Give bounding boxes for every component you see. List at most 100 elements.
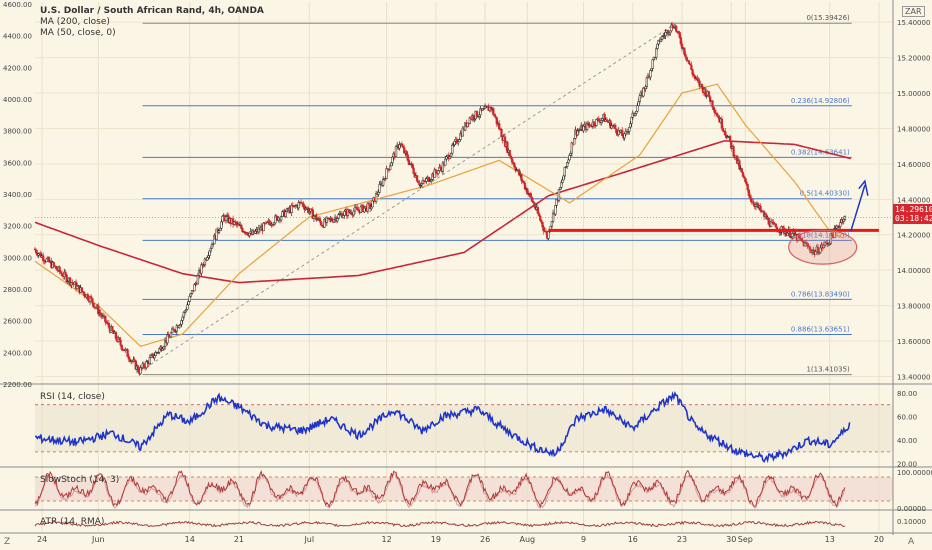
candle-body (83, 292, 86, 296)
candle-body (540, 219, 543, 223)
candle-body (437, 170, 440, 175)
fib-level-label: 0(15.39426) (806, 14, 850, 22)
candle-body (744, 177, 747, 183)
candle-body (557, 189, 561, 201)
candle-body (158, 348, 161, 353)
auto-scale-icon[interactable]: A (908, 537, 915, 547)
x-tick-label: 26 (480, 535, 490, 544)
candle-body (801, 240, 804, 243)
candle-body (312, 215, 316, 219)
candle-body (623, 133, 626, 139)
x-tick-label: Sep (738, 535, 753, 544)
candle-body (700, 83, 704, 88)
y-left-tick-label: 4000.00 (3, 96, 32, 104)
candle-body (483, 106, 487, 109)
y-left-tick-label: 2600.00 (3, 318, 32, 326)
candle-body (576, 130, 579, 136)
candle-body (560, 182, 563, 188)
candle-body (352, 210, 355, 216)
timezone-icon[interactable]: Z (4, 537, 11, 547)
candle-body (80, 287, 84, 292)
candle-body (539, 215, 542, 221)
candle-body (551, 212, 555, 222)
indicators (34, 391, 893, 528)
candle-body (558, 187, 562, 190)
grid (35, 2, 893, 531)
candle-body (86, 294, 89, 300)
atr-label[interactable]: ATR (14, RMA) (40, 517, 105, 527)
candle-body (664, 32, 667, 37)
candle-body (542, 226, 545, 232)
trend-line[interactable] (140, 23, 676, 372)
candle-body (759, 205, 762, 212)
candle-body (240, 224, 243, 229)
candle-body (569, 153, 572, 156)
candle-body (523, 182, 527, 190)
candle-body (659, 39, 663, 42)
candle-body (678, 32, 681, 38)
candle-body (182, 312, 186, 318)
chart-title: U.S. Dollar / South African Rand, 4h, OA… (40, 6, 264, 16)
candle-body (279, 216, 283, 221)
candle-body (398, 144, 401, 149)
candle-body (142, 363, 146, 368)
candle-body (76, 285, 79, 290)
candles (33, 22, 847, 377)
candle-body (791, 233, 794, 238)
legend-ma200[interactable]: MA (200, close) (40, 17, 110, 27)
candle-body (434, 169, 438, 173)
y-right-tick-label: 14.80000 (897, 125, 930, 133)
candle-body (186, 304, 189, 310)
candle-body (180, 320, 183, 325)
rsi-line (34, 391, 851, 464)
candle-body (671, 24, 674, 28)
stoch-label[interactable]: SlowStoch (14, 3) (40, 475, 120, 485)
candle-body (220, 221, 223, 229)
y-right-tick-label: 14.60000 (897, 161, 930, 169)
x-tick-label: Aug (519, 535, 535, 544)
y-left-tick-label: 3200.00 (3, 223, 32, 231)
candle-body (510, 158, 514, 163)
legend-ma50[interactable]: MA (50, close, 0) (40, 28, 116, 38)
currency-badge: ZAR (902, 6, 925, 17)
candle-body (378, 184, 381, 193)
candle-body (111, 326, 114, 332)
candle-body (745, 181, 748, 185)
candle-body (458, 139, 461, 142)
candle-body (592, 121, 596, 126)
candle-body (669, 30, 672, 34)
candle-body (448, 156, 452, 160)
stoch-tick-label: 0.00000 (897, 505, 926, 513)
candle-body (418, 182, 421, 186)
x-tick-label: Jul (303, 535, 314, 544)
candle-body (500, 129, 503, 138)
candle-body (468, 117, 472, 124)
rsi-label[interactable]: RSI (14, close) (40, 392, 105, 402)
candle-body (537, 213, 541, 217)
x-tick-label: 12 (382, 535, 392, 544)
candle-body (630, 117, 633, 124)
candle-body (254, 231, 257, 234)
breakout-arrow (850, 184, 866, 232)
breakout-arrow-head (858, 179, 869, 196)
candle-body (567, 159, 570, 163)
fib-level-label: 0.886(13.63651) (791, 326, 850, 334)
fib-level-label: 0.236(14.92806) (791, 97, 850, 105)
candle-body (274, 215, 277, 224)
candle-body (318, 218, 321, 222)
candle-body (747, 189, 750, 196)
dashed-trend-line (140, 23, 676, 372)
candle-body (272, 222, 276, 225)
candle-body (193, 284, 196, 292)
candle-body (60, 272, 64, 277)
candle-body (35, 249, 38, 254)
candle-body (842, 219, 845, 222)
candle-body (54, 266, 58, 270)
candle-body (506, 141, 509, 153)
candle-body (767, 217, 770, 225)
x-tick-label: 14 (185, 535, 195, 544)
candle-body (58, 266, 61, 272)
support-zone[interactable] (35, 179, 893, 265)
candle-body (212, 243, 215, 245)
